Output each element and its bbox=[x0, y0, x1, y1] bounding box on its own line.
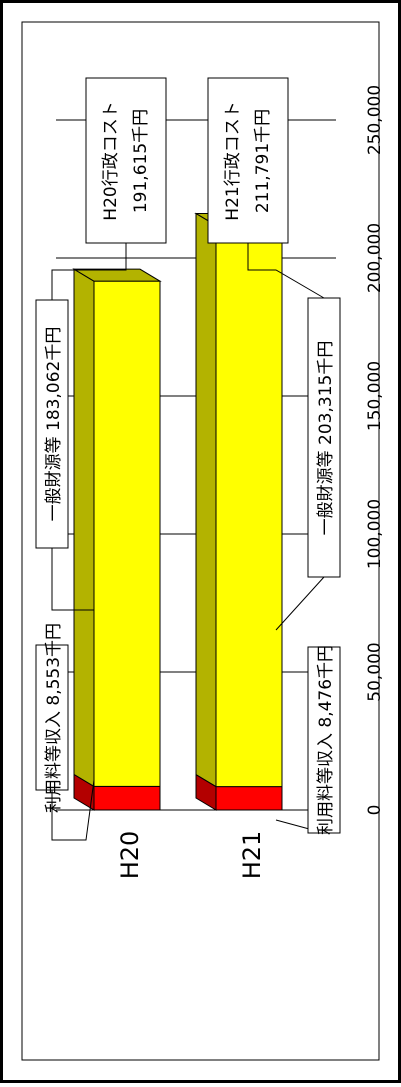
tick-label-200000: 200,000 bbox=[365, 223, 385, 293]
bar-end-H20 bbox=[72, 268, 162, 282]
label-h21-total-value: 211,791千円 bbox=[253, 109, 273, 213]
label-box-h20-total bbox=[85, 77, 167, 244]
label-box-h21-general bbox=[307, 297, 341, 578]
tick-label-100000: 100,000 bbox=[365, 499, 385, 569]
label-h20-total-value: 191,615千円 bbox=[131, 109, 151, 213]
label-h20-general: 一般財源等 183,062千円 bbox=[44, 327, 64, 522]
bar-side-H20-1 bbox=[73, 268, 95, 788]
label-box-h20-income bbox=[35, 644, 69, 791]
tick-label-250000: 250,000 bbox=[365, 85, 385, 155]
bar-H20-0 bbox=[93, 785, 161, 811]
label-h20-total-title: H20行政コスト bbox=[101, 101, 121, 220]
bar-H21-0 bbox=[215, 786, 283, 811]
category-labels: H20 H21 bbox=[116, 831, 266, 880]
plot-area: 0 50,000 100,000 150,000 200,000 250,000 H20 … bbox=[35, 77, 385, 880]
label-h21-general: 一般財源等 203,315千円 bbox=[316, 341, 336, 536]
label-h21-total-title: H21行政コスト bbox=[223, 101, 243, 220]
category-label-h21: H21 bbox=[238, 831, 266, 880]
connector-h20-income bbox=[51, 779, 95, 841]
bar-side-H21-1 bbox=[195, 212, 217, 788]
label-h20-income: 利用料等収入 8,553千円 bbox=[44, 623, 64, 813]
label-box-h21-total bbox=[207, 77, 289, 244]
bar-H21-1 bbox=[215, 224, 283, 788]
tick-label-150000: 150,000 bbox=[365, 361, 385, 431]
label-h21-income: 利用料等収入 8,476千円 bbox=[316, 645, 336, 835]
label-box-h21-income bbox=[307, 646, 341, 834]
connector-h20-general bbox=[51, 548, 94, 611]
connector-h21-total bbox=[247, 243, 325, 299]
bars bbox=[72, 212, 284, 811]
tick-label-50000: 50,000 bbox=[365, 642, 385, 701]
bar-H20-1 bbox=[93, 280, 161, 787]
label-box-h20-general bbox=[35, 299, 69, 549]
x-ticks: 0 50,000 100,000 150,000 200,000 250,000 bbox=[365, 85, 385, 816]
callouts: 利用料等収入 8,553千円 一般財源等 183,062千円 H20行政コスト … bbox=[35, 77, 341, 841]
connector-h20-total bbox=[51, 243, 127, 300]
plot-border bbox=[21, 21, 380, 1061]
tick-label-0: 0 bbox=[365, 805, 385, 816]
connector-h21-general bbox=[275, 576, 325, 631]
category-label-h20: H20 bbox=[116, 831, 144, 880]
